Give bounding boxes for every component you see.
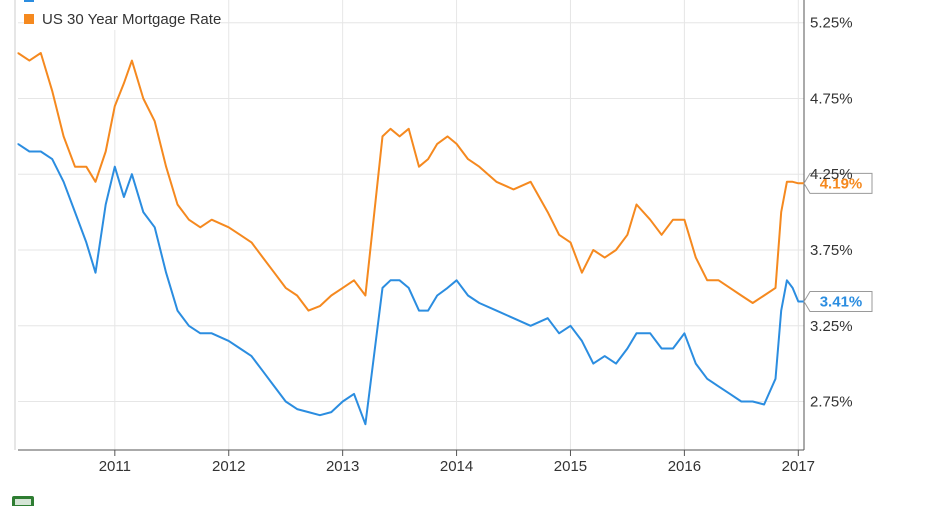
legend-item-mortgage-rate: US 30 Year Mortgage Rate	[24, 8, 221, 30]
ycharts-logo-icon	[12, 496, 52, 506]
legend-swatch-orange	[24, 14, 34, 24]
end-label-text-0: 3.41%	[820, 294, 863, 311]
x-tick-label-2011: 2011	[99, 458, 131, 475]
plot-frame	[14, 0, 805, 451]
x-tick-label-2013: 2013	[326, 458, 359, 475]
y-tick-label-2: 4.25%	[810, 166, 853, 183]
legend-swatch-blue	[24, 0, 34, 2]
end-label-1: 4.19%	[803, 172, 873, 194]
legend-item-clipped	[24, 0, 221, 8]
series-layer	[17, 52, 805, 426]
end-label-0: 3.41%	[803, 291, 873, 313]
y-tick-label-1: 4.75%	[810, 90, 853, 107]
legend-label: US 30 Year Mortgage Rate	[42, 10, 222, 28]
end-labels: 3.41% 4.19%	[803, 172, 873, 313]
x-tick-label-2016: 2016	[668, 458, 701, 475]
end-label-box-1	[803, 172, 873, 194]
y-tick-label-0: 5.25%	[810, 15, 853, 32]
y-tick-label-4: 3.25%	[810, 318, 853, 335]
end-label-text-1: 4.19%	[820, 175, 863, 192]
x-axis-tick-labels: 2011 2012 2013 2014 2015 2016 2017	[99, 450, 815, 475]
series-line-0	[17, 143, 804, 426]
y-axis-tick-labels: 5.25% 4.75% 4.25% 3.75% 3.25% 2.75%	[810, 15, 853, 411]
series-line-1	[17, 52, 804, 312]
x-tick-label-2014: 2014	[440, 458, 473, 475]
x-tick-label-2012: 2012	[212, 458, 245, 475]
x-tick-label-2017: 2017	[782, 458, 815, 475]
y-tick-label-3: 3.75%	[810, 242, 853, 259]
chart-gridlines	[18, 0, 804, 450]
y-tick-label-5: 2.75%	[810, 394, 853, 411]
x-tick-label-2015: 2015	[554, 458, 587, 475]
series-1-points	[17, 52, 805, 312]
end-label-box-0	[803, 291, 873, 313]
chart-legend: US 30 Year Mortgage Rate	[24, 0, 222, 30]
